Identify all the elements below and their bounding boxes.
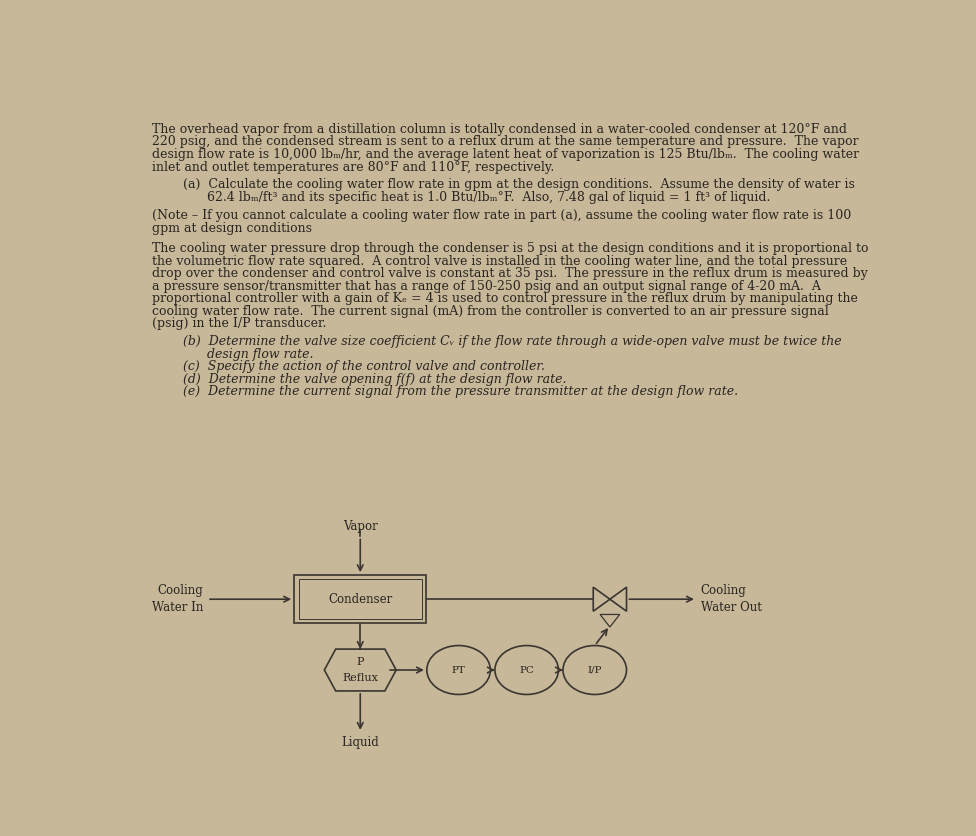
Text: Reflux: Reflux <box>343 673 379 683</box>
Text: cooling water flow rate.  The current signal (mA) from the controller is convert: cooling water flow rate. The current sig… <box>152 305 829 318</box>
Text: (d)  Determine the valve opening f(f) at the design flow rate.: (d) Determine the valve opening f(f) at … <box>183 373 566 385</box>
Text: inlet and outlet temperatures are 80°F and 110°F, respectively.: inlet and outlet temperatures are 80°F a… <box>152 161 554 174</box>
Text: P: P <box>356 657 364 667</box>
Text: (Note – If you cannot calculate a cooling water flow rate in part (a), assume th: (Note – If you cannot calculate a coolin… <box>152 210 851 222</box>
Polygon shape <box>610 587 627 611</box>
Text: the volumetric flow rate squared.  A control valve is installed in the cooling w: the volumetric flow rate squared. A cont… <box>152 255 847 268</box>
Polygon shape <box>324 649 396 691</box>
Text: The overhead vapor from a distillation column is totally condensed in a water-co: The overhead vapor from a distillation c… <box>152 123 847 136</box>
Text: PT: PT <box>452 665 466 675</box>
Text: Vapor: Vapor <box>343 520 378 533</box>
Text: The cooling water pressure drop through the condenser is 5 psi at the design con: The cooling water pressure drop through … <box>152 242 869 255</box>
Text: a pressure sensor/transmitter that has a range of 150-250 psig and an output sig: a pressure sensor/transmitter that has a… <box>152 280 821 293</box>
Text: (psig) in the I/P transducer.: (psig) in the I/P transducer. <box>152 318 327 330</box>
Text: 220 psig, and the condensed stream is sent to a reflux drum at the same temperat: 220 psig, and the condensed stream is se… <box>152 135 859 149</box>
Text: (e)  Determine the current signal from the pressure transmitter at the design fl: (e) Determine the current signal from th… <box>183 385 738 398</box>
Text: PC: PC <box>519 665 534 675</box>
Polygon shape <box>593 587 610 611</box>
Text: Condenser: Condenser <box>328 593 392 606</box>
Text: proportional controller with a gain of Kₑ = 4 is used to control pressure in the: proportional controller with a gain of K… <box>152 293 858 305</box>
Text: Water Out: Water Out <box>701 601 761 614</box>
Ellipse shape <box>427 645 490 695</box>
Text: drop over the condenser and control valve is constant at 35 psi.  The pressure i: drop over the condenser and control valv… <box>152 268 868 280</box>
Polygon shape <box>600 614 620 627</box>
Text: Cooling: Cooling <box>157 584 203 598</box>
Text: Cooling: Cooling <box>701 584 747 598</box>
Ellipse shape <box>563 645 627 695</box>
Text: (b)  Determine the valve size coefficient Cᵥ if the flow rate through a wide-ope: (b) Determine the valve size coefficient… <box>183 335 841 348</box>
Ellipse shape <box>495 645 558 695</box>
Text: (a)  Calculate the cooling water flow rate in gpm at the design conditions.  Ass: (a) Calculate the cooling water flow rat… <box>183 178 854 191</box>
Text: 62.4 lbₘ/ft³ and its specific heat is 1.0 Btu/lbₘ°F.  Also, 7.48 gal of liquid =: 62.4 lbₘ/ft³ and its specific heat is 1.… <box>183 191 770 204</box>
Text: Water In: Water In <box>152 601 203 614</box>
Text: I/P: I/P <box>588 665 602 675</box>
Text: (c)  Specify the action of the control valve and controller.: (c) Specify the action of the control va… <box>183 360 545 373</box>
Text: design flow rate is 10,000 lbₘ/hr, and the average latent heat of vaporization i: design flow rate is 10,000 lbₘ/hr, and t… <box>152 148 860 161</box>
Text: design flow rate.: design flow rate. <box>183 348 313 360</box>
Text: Liquid: Liquid <box>342 736 379 749</box>
FancyBboxPatch shape <box>294 575 427 624</box>
Text: gpm at design conditions: gpm at design conditions <box>152 222 312 235</box>
